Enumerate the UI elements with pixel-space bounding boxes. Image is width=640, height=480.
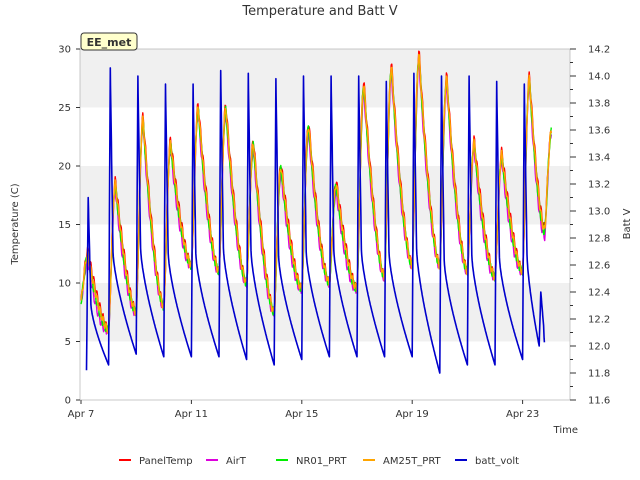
y-right-tick-label: 14.2 (588, 45, 610, 56)
y-right-tick-label: 13.2 (588, 180, 610, 191)
grid-band (80, 283, 570, 342)
y-left-tick-label: 30 (58, 45, 71, 56)
y-left-tick-label: 10 (58, 279, 71, 290)
y-left-tick-label: 25 (58, 103, 71, 114)
legend-label: PanelTemp (139, 456, 193, 467)
y-right-tick-label: 11.8 (588, 369, 610, 380)
y-right-tick-label: 12.4 (588, 288, 610, 299)
x-tick-label: Apr 23 (506, 409, 539, 420)
grid-band (80, 166, 570, 225)
legend-item-batt_volt: batt_volt (455, 456, 519, 467)
y-right-tick-label: 12.2 (588, 315, 610, 326)
y-right-tick-label: 12.8 (588, 234, 610, 245)
site-badge-box (80, 32, 138, 51)
legend-item-nr01_prt: NR01_PRT (276, 456, 347, 467)
y-right-tick-label: 13.0 (588, 207, 610, 218)
y-right-tick-label: 12.0 (588, 342, 610, 353)
x-tick-label: Apr 15 (285, 409, 318, 420)
legend-label: AirT (226, 456, 247, 467)
y-left-tick-label: 5 (65, 337, 71, 348)
x-axis-label: Time (553, 425, 578, 436)
legend: PanelTemp AirT NR01_PRT AM25T_PRT batt_volt (119, 456, 519, 467)
chart-title: Temperature and Batt V (241, 4, 397, 19)
axes: 0 5 10 15 20 25 30 11.6 11.8 12.0 12.2 12.4 12.6 12.8… (58, 45, 610, 421)
x-tick-label: Apr 11 (175, 409, 208, 420)
y-left-tick-label: 15 (58, 220, 71, 231)
y-axis-left-label: Temperature (C) (10, 183, 21, 265)
y-right-tick-label: 13.6 (588, 126, 610, 137)
legend-item-paneltemp: PanelTemp (119, 456, 193, 467)
legend-label: NR01_PRT (296, 456, 347, 467)
site-badge: EE_met (80, 32, 138, 51)
x-tick-label: Apr 7 (68, 409, 95, 420)
y-left-tick-label: 0 (65, 396, 71, 407)
legend-item-am25t_prt: AM25T_PRT (363, 456, 442, 467)
plot-area (80, 50, 552, 374)
legend-item-airt: AirT (206, 456, 247, 467)
series-group (80, 50, 552, 374)
y-left-tick-label: 20 (58, 162, 71, 173)
x-tick-label: Apr 19 (396, 409, 429, 420)
y-axis-right-label: Batt V (622, 208, 633, 239)
y-right-tick-label: 13.4 (588, 153, 610, 164)
legend-label: AM25T_PRT (383, 456, 442, 467)
legend-label: batt_volt (475, 456, 519, 467)
y-right-tick-label: 12.6 (588, 261, 610, 272)
y-right-tick-label: 14.0 (588, 72, 610, 83)
site-badge-label: EE_met (87, 36, 132, 49)
y-right-tick-label: 11.6 (588, 396, 610, 407)
series-line-batt_volt (85, 67, 546, 374)
series-line-am25t_prt (80, 53, 552, 334)
grid-band (80, 49, 570, 108)
y-right-tick-label: 13.8 (588, 99, 610, 110)
